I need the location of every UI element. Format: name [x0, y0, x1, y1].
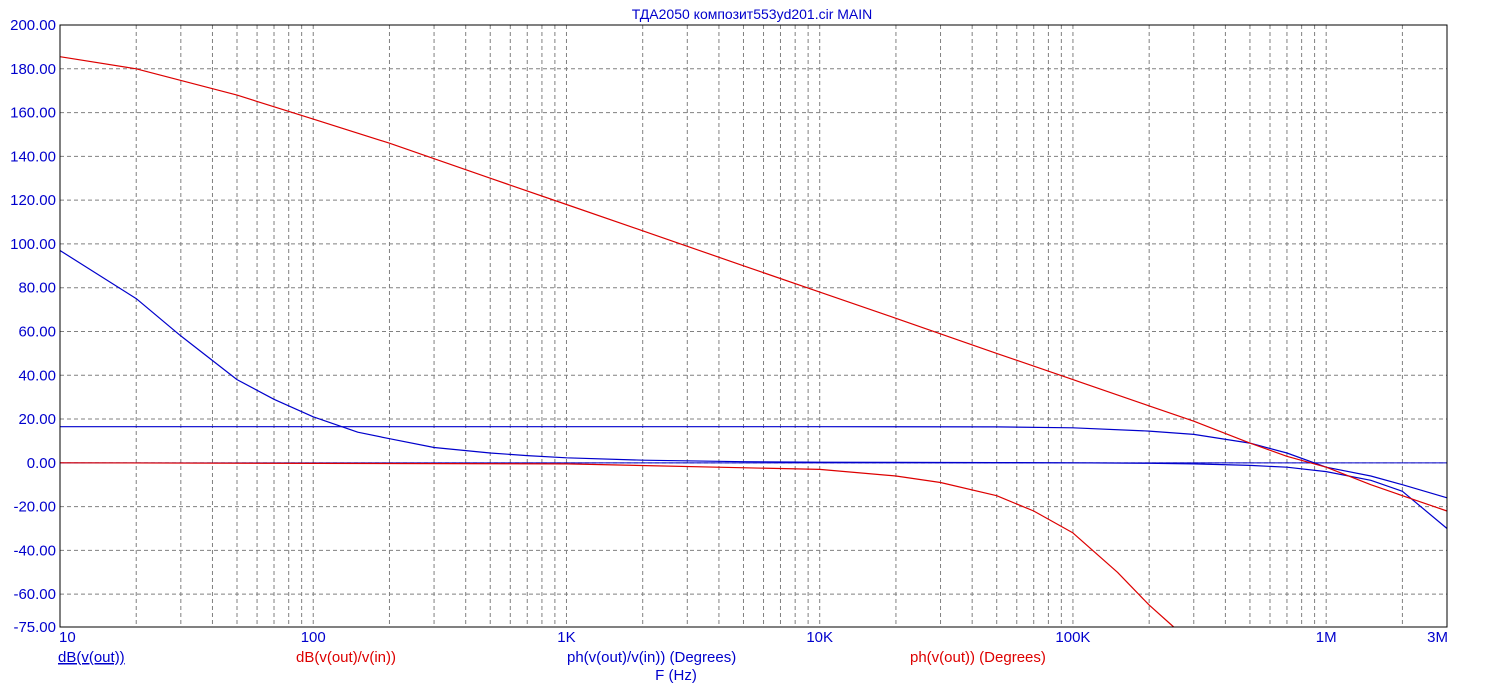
chart-title: ТДА2050 композит553yd201.cir MAIN [632, 6, 873, 22]
legend-dB-vout: dB(v(out)) [58, 649, 125, 666]
legend: dB(v(out)) dB(v(out)/v(in)) ph(v(out)/v(… [58, 649, 1046, 666]
x-tick-label: 1K [557, 629, 575, 646]
series-line-2 [59, 462, 1175, 628]
x-tick-label: 1M [1316, 629, 1337, 646]
y-tick-label: 40.00 [18, 367, 56, 384]
series-lines [59, 56, 1448, 628]
series-line-1 [59, 249, 1448, 529]
y-axis-tick-labels: 200.00 180.00 160.00 140.00 120.00 100.00 80.0… [10, 17, 56, 636]
series-line-4 [59, 56, 1448, 512]
y-tick-label: 0.00 [27, 455, 56, 472]
legend-ph-vout-vin: ph(v(out)/v(in)) (Degrees) [567, 649, 736, 666]
legend-ph-vout: ph(v(out)) (Degrees) [910, 649, 1046, 666]
x-tick-label: 10K [806, 629, 833, 646]
x-axis-label: F (Hz) [655, 667, 697, 684]
x-tick-label: 10 [59, 629, 76, 646]
x-tick-label: 100K [1055, 629, 1090, 646]
series-line-3 [60, 426, 1448, 499]
y-tick-label: -20.00 [13, 499, 56, 516]
y-tick-label: 180.00 [10, 61, 56, 78]
x-tick-label: 100 [301, 629, 326, 646]
x-axis-tick-labels: 10 100 1K 10K 100K 1M 3M [59, 629, 1448, 646]
y-tick-label: 200.00 [10, 17, 56, 34]
y-tick-label: 160.00 [10, 105, 56, 122]
grid [60, 25, 1447, 627]
y-tick-label: -75.00 [13, 619, 56, 636]
y-tick-label: -60.00 [13, 586, 56, 603]
y-tick-label: 20.00 [18, 411, 56, 428]
legend-dB-vout-vin: dB(v(out)/v(in)) [296, 649, 396, 666]
x-tick-label: 3M [1427, 629, 1448, 646]
y-tick-label: -40.00 [13, 542, 56, 559]
y-tick-label: 60.00 [18, 323, 56, 340]
y-tick-label: 100.00 [10, 236, 56, 253]
y-tick-label: 80.00 [18, 280, 56, 297]
y-tick-label: 140.00 [10, 148, 56, 165]
plot-frame [59, 24, 1448, 628]
y-tick-label: 120.00 [10, 192, 56, 209]
